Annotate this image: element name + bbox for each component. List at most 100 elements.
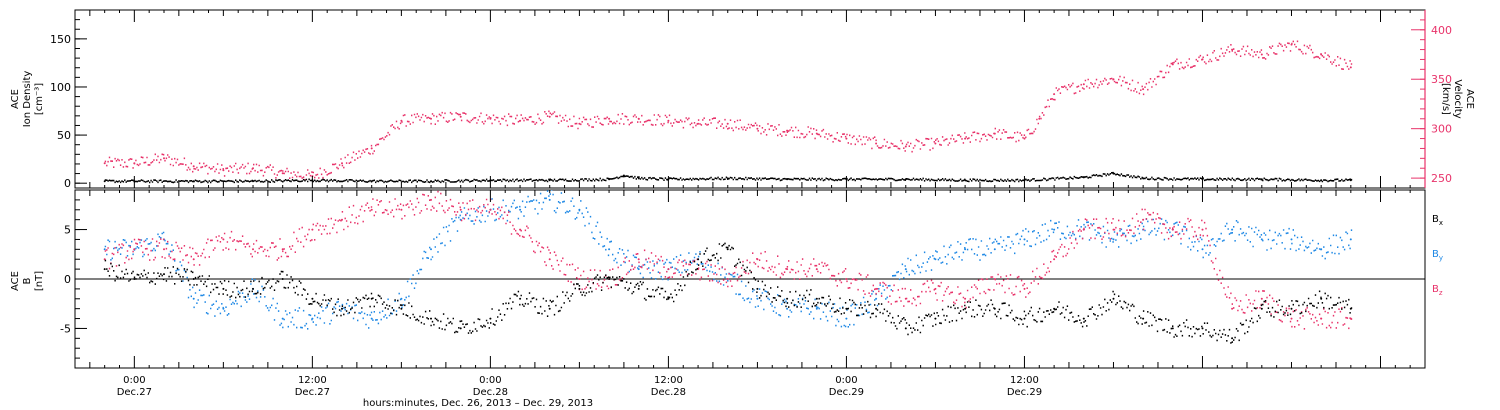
velocity-axis-label-line: ACE xyxy=(1464,89,1475,109)
bx-series-point xyxy=(726,248,729,251)
bx-series-point xyxy=(548,307,551,310)
by-series-point xyxy=(103,248,106,251)
bz-series-point xyxy=(1260,297,1263,300)
density-series-point xyxy=(1142,177,1145,180)
x-tick-time: 12:00 xyxy=(298,375,327,386)
bz-series-point xyxy=(993,278,996,280)
density-series-point xyxy=(1082,176,1085,179)
bz-series-point xyxy=(1053,258,1056,261)
velocity-series-point xyxy=(608,117,611,120)
by-series-point xyxy=(1320,248,1323,251)
by-series-point xyxy=(400,297,403,300)
b-axis-label-line: B xyxy=(22,277,33,284)
by-series-point xyxy=(281,317,284,320)
velocity-series xyxy=(103,40,1353,181)
by-series-point xyxy=(608,248,611,251)
bx-series-point xyxy=(964,307,967,310)
density-series-point xyxy=(103,180,106,183)
velocity-series-point xyxy=(400,119,403,122)
velocity-series-point xyxy=(697,122,700,125)
b-axis-label-line: ACE xyxy=(10,271,21,291)
density-series-point xyxy=(608,178,611,181)
velocity-tick-label: 350 xyxy=(1431,73,1452,86)
velocity-axis-label-line: Velocity xyxy=(1452,79,1463,118)
bz-series-point xyxy=(1349,317,1352,320)
bx-series-point xyxy=(370,297,373,300)
bx-series-point xyxy=(1290,307,1293,310)
velocity-series-point xyxy=(756,127,759,130)
velocity-series-dots xyxy=(104,40,1353,181)
bz-series-point xyxy=(548,258,551,261)
velocity-tick-label: 400 xyxy=(1431,24,1452,37)
b-axis-label: ACEB[nT] xyxy=(10,271,45,291)
velocity-series-point xyxy=(548,115,551,118)
top-data xyxy=(103,40,1353,184)
time-axis: 0:00Dec.2712:00Dec.270:00Dec.2812:00Dec.… xyxy=(89,10,1411,409)
bz-series-point xyxy=(163,248,165,251)
density-series-point xyxy=(1260,178,1263,181)
bx-series-point xyxy=(667,297,670,300)
x-tick-time: 0:00 xyxy=(123,375,145,386)
velocity-series-point xyxy=(786,129,789,132)
bx-series-point xyxy=(1023,317,1026,320)
legend-entry-z: Bz xyxy=(1432,284,1443,297)
bx-series-point xyxy=(252,287,254,290)
by-series-point xyxy=(875,297,878,300)
velocity-series-point xyxy=(341,162,343,165)
b-tick-label: 5 xyxy=(64,224,71,237)
bx-series-point xyxy=(489,317,492,320)
bz-series-point xyxy=(845,278,848,280)
velocity-series-point xyxy=(815,132,818,135)
velocity-series-point xyxy=(370,147,373,150)
bx-series-point xyxy=(608,278,611,280)
bx-series-point xyxy=(1260,307,1263,310)
x-tick-date: Dec.27 xyxy=(117,387,152,398)
legend-entry-x: Bx xyxy=(1432,214,1443,227)
velocity-series-point xyxy=(1201,58,1204,61)
by-series-point xyxy=(756,297,759,300)
by-series-point xyxy=(311,317,314,320)
bx-series-point xyxy=(697,258,700,261)
by-series-point xyxy=(1260,238,1263,241)
density-series-point xyxy=(786,178,789,181)
by-series-point xyxy=(934,258,937,261)
density-series-point xyxy=(726,177,729,180)
b-tick-label: -5 xyxy=(60,322,71,335)
bz-series-point xyxy=(133,248,136,251)
velocity-series-point xyxy=(1290,43,1293,46)
bz-series-point xyxy=(934,287,937,290)
x-tick-date: Dec.29 xyxy=(829,387,864,398)
velocity-series-point xyxy=(430,117,432,120)
density-axis-label: ACEIon Density[cm⁻³] xyxy=(10,71,45,128)
velocity-tick-label: 300 xyxy=(1431,123,1452,136)
bz-series-point xyxy=(252,248,254,251)
velocity-series-point xyxy=(1320,53,1323,56)
bx-series-point xyxy=(1053,307,1056,310)
velocity-series-point xyxy=(1142,88,1145,91)
bx-series-point xyxy=(1112,297,1115,300)
bz-series-point xyxy=(578,278,581,280)
bz-series-point xyxy=(1112,228,1115,231)
bz-series-point xyxy=(459,208,462,211)
bz-series-point xyxy=(1201,228,1204,231)
top-panel-frame xyxy=(74,9,1426,189)
by-series-point xyxy=(578,208,581,211)
density-series-point xyxy=(637,177,640,180)
by-series-point xyxy=(370,317,373,320)
bz-series-point xyxy=(815,268,818,271)
density-axis-label-line: ACE xyxy=(10,89,21,109)
bx-series-point xyxy=(578,287,581,290)
by-series-dots xyxy=(104,190,1353,330)
bx-series-point xyxy=(192,278,195,280)
bz-series-point xyxy=(1231,307,1234,310)
bz-series-point xyxy=(341,218,343,221)
bx-series-point xyxy=(875,307,878,310)
velocity-axis-label-line: [km/s] xyxy=(1440,83,1451,115)
legend-subscript: z xyxy=(1439,289,1443,297)
bx-series-point xyxy=(519,297,522,300)
bx-series-point xyxy=(311,297,314,300)
velocity-series-point xyxy=(1349,66,1352,69)
bz-series-point xyxy=(103,258,106,261)
velocity-tick-label: 250 xyxy=(1431,172,1452,185)
velocity-series-point xyxy=(252,167,254,170)
